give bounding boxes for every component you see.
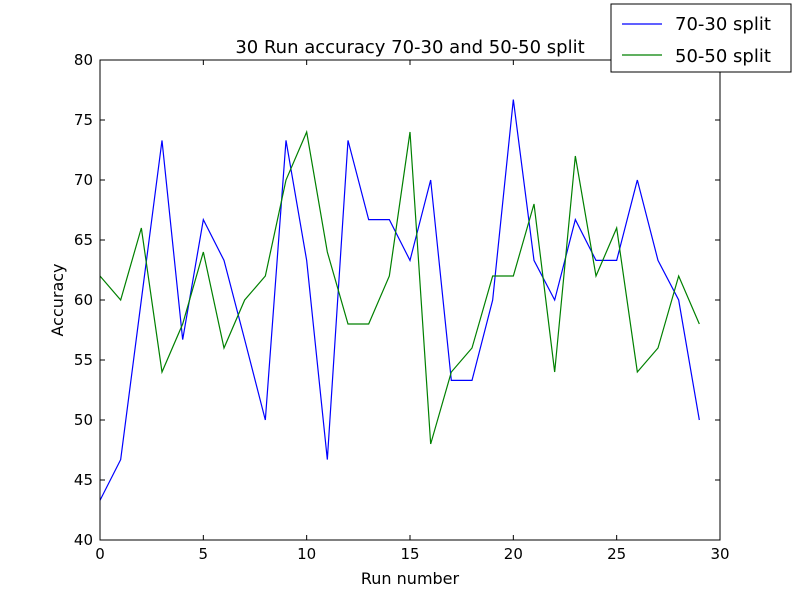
x-tick-label: 0 (95, 545, 105, 563)
y-tick-label: 45 (74, 471, 93, 489)
x-axis-label: Run number (361, 569, 460, 588)
x-tick-label: 25 (607, 545, 626, 563)
series-line-70-30 (99, 99, 700, 501)
legend-label-70-30: 70-30 split (675, 14, 771, 35)
y-tick-label: 65 (74, 231, 93, 249)
y-tick-label: 75 (74, 111, 93, 129)
y-tick-label: 80 (74, 51, 93, 69)
x-tick-label: 30 (710, 545, 729, 563)
y-tick-label: 55 (74, 351, 93, 369)
x-tick-label: 10 (297, 545, 316, 563)
plot-series-group (99, 99, 700, 501)
series-line-50-50 (99, 129, 700, 445)
y-tick-label: 40 (74, 531, 93, 549)
x-tick-label: 5 (199, 545, 209, 563)
axis-ticks-group: 0 5 10 15 20 25 30 40 45 50 55 60 65 70 75 80 (74, 51, 730, 563)
x-tick-label: 20 (504, 545, 523, 563)
y-axis-label: Accuracy (48, 263, 67, 336)
legend-box (610, 3, 792, 73)
y-tick-label: 70 (74, 171, 93, 189)
legend: 70-30 split 50-50 split (610, 3, 792, 73)
x-tick-label: 15 (400, 545, 419, 563)
y-tick-label: 50 (74, 411, 93, 429)
legend-label-50-50: 50-50 split (675, 46, 771, 67)
chart-title: 30 Run accuracy 70-30 and 50-50 split (235, 37, 584, 58)
y-tick-label: 60 (74, 291, 93, 309)
